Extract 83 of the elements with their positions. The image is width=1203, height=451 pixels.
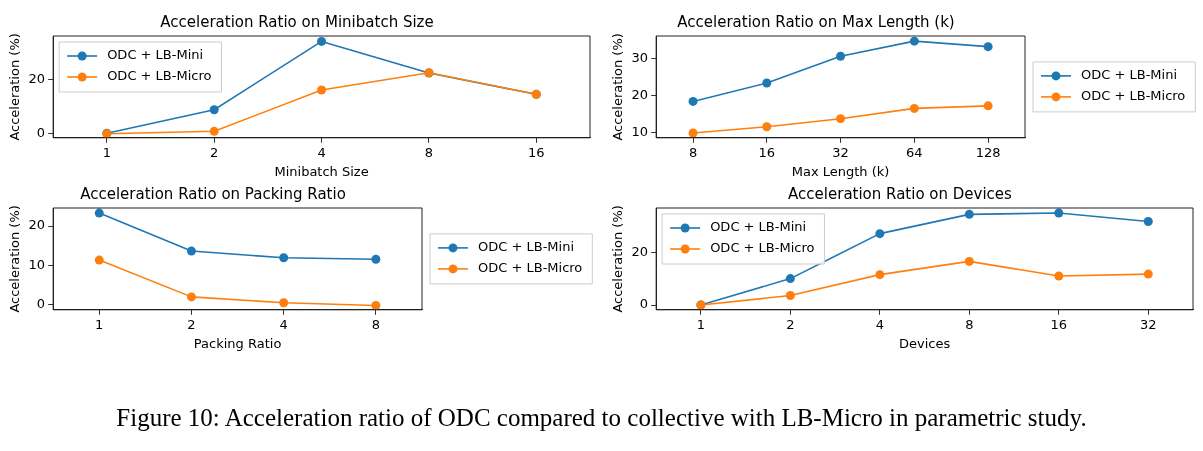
point xyxy=(317,36,327,46)
legend-label: ODC + LB-Mini xyxy=(1081,67,1178,83)
point xyxy=(983,101,993,111)
x-axis-title: Devices xyxy=(898,335,951,351)
legend-label: ODC + LB-Micro xyxy=(1081,88,1186,104)
legend-label: ODC + LB-Mini xyxy=(710,219,807,235)
y-tick-label: 20 xyxy=(28,70,46,86)
chart-title: Acceleration Ratio on Packing Ratio xyxy=(80,184,346,203)
chart-title: Acceleration Ratio on Max Length (k) xyxy=(677,12,955,31)
point xyxy=(94,255,104,265)
x-tick-label: 2 xyxy=(187,316,196,332)
x-tick-label: 128 xyxy=(975,144,1001,160)
x-tick-label: 16 xyxy=(528,144,545,160)
legend-label: ODC + LB-Micro xyxy=(478,260,583,276)
point xyxy=(279,253,289,263)
point xyxy=(1143,269,1153,279)
y-tick-label: 30 xyxy=(631,50,649,66)
point xyxy=(1143,216,1153,226)
x-axis-title: Max Length (k) xyxy=(791,163,890,179)
point xyxy=(209,105,219,115)
y-tick-label: 0 xyxy=(36,295,46,311)
point xyxy=(785,274,795,284)
x-tick-label: 16 xyxy=(758,144,776,160)
point xyxy=(688,128,698,138)
point xyxy=(836,51,846,61)
x-tick-label: 2 xyxy=(210,144,219,160)
chart-title: Acceleration Ratio on Devices xyxy=(788,184,1013,203)
point xyxy=(964,209,974,219)
point xyxy=(209,126,219,136)
point xyxy=(371,254,381,264)
y-axis-title: Acceleration (%) xyxy=(7,33,23,141)
y-tick-label: 10 xyxy=(28,256,46,272)
x-axis-title: Packing Ratio xyxy=(193,335,282,351)
x-tick-label: 8 xyxy=(965,316,974,332)
point xyxy=(94,208,104,218)
legend-label: ODC + LB-Mini xyxy=(107,47,204,63)
y-tick-label: 20 xyxy=(631,86,649,102)
y-axis-title: Acceleration (%) xyxy=(610,205,626,313)
point xyxy=(186,246,196,256)
chart-title: Acceleration Ratio on Minibatch Size xyxy=(160,12,434,31)
point xyxy=(983,42,993,52)
x-tick-label: 1 xyxy=(696,316,706,332)
point xyxy=(1054,271,1064,281)
point xyxy=(762,122,772,132)
point xyxy=(371,300,381,310)
y-tick-label: 20 xyxy=(631,243,649,259)
x-tick-label: 64 xyxy=(906,144,923,160)
x-tick-label: 8 xyxy=(688,144,698,160)
point xyxy=(762,78,772,88)
point xyxy=(688,96,698,106)
x-tick-label: 4 xyxy=(317,144,326,160)
point xyxy=(875,229,885,239)
x-tick-label: 1 xyxy=(102,144,111,160)
point xyxy=(909,103,919,113)
legend-label: ODC + LB-Micro xyxy=(107,68,212,84)
y-axis-title: Acceleration (%) xyxy=(610,33,626,141)
point xyxy=(317,85,327,95)
y-tick-label: 20 xyxy=(28,217,46,233)
y-axis-title: Acceleration (%) xyxy=(7,205,23,313)
point xyxy=(909,36,919,46)
x-tick-label: 4 xyxy=(279,316,288,332)
point xyxy=(875,270,885,280)
point xyxy=(186,292,196,302)
legend-label: ODC + LB-Micro xyxy=(710,240,815,256)
x-tick-label: 32 xyxy=(1139,316,1157,332)
point xyxy=(964,256,974,266)
x-tick-label: 1 xyxy=(95,316,104,332)
point xyxy=(279,298,289,308)
y-tick-label: 10 xyxy=(631,123,649,139)
x-axis-title: Minibatch Size xyxy=(274,163,369,179)
y-tick-label: 0 xyxy=(36,124,46,140)
point xyxy=(836,114,846,124)
x-tick-label: 2 xyxy=(786,316,795,332)
caption: Figure 10: Acceleration ratio of ODC compared to collective with LB-Micro in parametric study. xyxy=(115,404,1088,432)
x-tick-label: 16 xyxy=(1050,316,1068,332)
x-tick-label: 8 xyxy=(424,144,434,160)
point xyxy=(1054,208,1064,218)
x-tick-label: 32 xyxy=(832,144,849,160)
x-tick-label: 4 xyxy=(875,316,884,332)
legend-label: ODC + LB-Mini xyxy=(478,239,575,255)
x-tick-label: 8 xyxy=(371,316,381,332)
point xyxy=(785,291,795,301)
y-tick-label: 0 xyxy=(639,296,649,312)
